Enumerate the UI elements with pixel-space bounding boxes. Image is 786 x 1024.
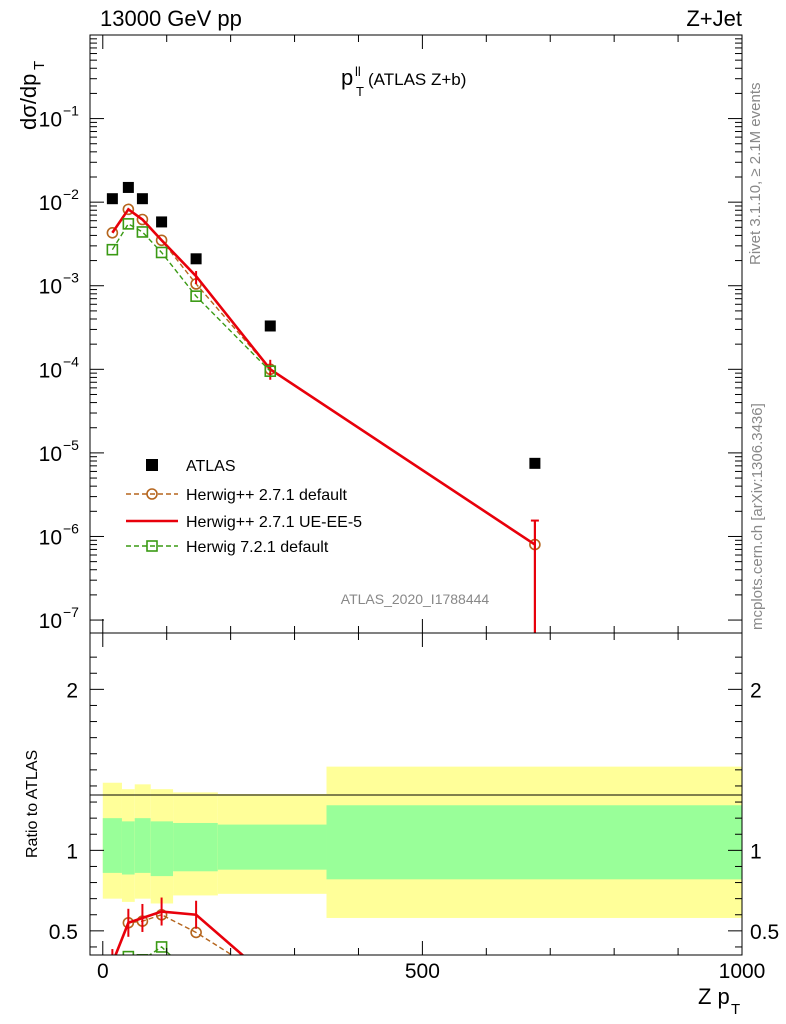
ratio-y-tick-label-right: 0.5 [750,921,779,944]
ratio-y-tick-label: 2 [66,679,78,702]
header-left: 13000 GeV pp [100,6,242,31]
legend-marker-atlas [146,459,158,471]
x-tick-label: 1000 [719,960,766,983]
ratio-point-herwigpp-default [190,926,202,939]
x-tick-label: 500 [405,960,440,983]
y-tick-label-base: 10 [39,109,62,132]
legend-label: Herwig 7.2.1 default [186,539,329,556]
analysis-id: ATLAS_2020_I1788444 [341,591,490,607]
legend: ATLAS Herwig++ 2.7.1 default Herwig++ 2.7.… [126,458,362,556]
ratio-band-inner [102,818,122,873]
ratio-point-herwig7-default [155,941,168,953]
y-tick-label-exp: −6 [63,520,79,536]
ratio-uncertainty-bands [102,766,742,918]
ratio-line-ue-ee-5 [114,910,245,955]
x-axis-label-text: Z p [698,984,730,1009]
ratio-point-herwig7-default [107,974,117,984]
x-axis-label-sub: T [731,1001,740,1018]
data-point-herwigpp-default [136,213,149,226]
legend-label: Herwig++ 2.7.1 UE-EE-5 [186,514,362,531]
y-tick-label-base: 10 [39,192,62,215]
data-point-herwig7-default [155,246,168,259]
y-tick-label-base: 10 [39,276,62,299]
ratio-band-inner [217,824,327,870]
y-axis-label-main: dσ/dp T [16,61,48,130]
header-right: Z+Jet [686,6,742,31]
legend-label: Herwig++ 2.7.1 default [186,487,348,504]
data-point-herwig7-default [190,290,202,302]
ratio-band-inner [134,818,151,873]
ratio-line-herwigpp-default [114,913,234,955]
plot-title-sub: T [356,84,364,99]
ratio-band-inner [121,821,135,875]
y-axis-label-main-sub: T [31,61,48,70]
x-tick-label: 0 [97,960,109,983]
legend-label: ATLAS [186,458,236,475]
y-tick-label-base: 10 [39,610,62,633]
legend-marker-herwigpp-default [146,488,158,500]
legend-marker-herwig7-default [146,540,158,552]
ratio-y-tick-label-right: 1 [750,840,762,863]
data-point-atlas [122,181,134,193]
ratio-band-inner [326,805,742,880]
plot-title-sup: ll [355,64,361,79]
y-tick-label-exp: −1 [63,103,79,119]
mcplots-label: mcplots.cern.ch [arXiv:1306.3436] [749,403,766,630]
ratio-series [107,897,275,984]
data-point-herwig7-default [106,243,119,256]
ratio-frame [89,632,743,956]
data-point-herwig7-default [264,365,277,377]
data-point-herwig7-default [136,226,149,238]
y-tick-label-exp: −7 [63,604,79,620]
x-axis-label: Z p T [698,984,740,1018]
data-point-atlas [529,457,541,469]
ratio-ticks: 0.5 0.5 1 1 2 2 0 500 1000 [49,633,779,983]
plot-title: p ll T (ATLAS Z+b) [341,64,466,99]
ratio-point-herwigpp-default [107,958,117,968]
data-point-atlas [106,193,118,205]
data-point-herwig7-default [122,218,135,230]
y-tick-label-exp: −2 [63,186,79,202]
rivet-label: Rivet 3.1.10, ≥ 2.1M events [747,83,764,266]
ratio-band-inner [150,821,174,877]
data-point-herwigpp-default [106,226,119,239]
ratio-y-tick-label: 1 [66,840,78,863]
data-point-atlas [264,320,276,332]
y-axis-label-ratio: Ratio to ATLAS [24,750,41,858]
y-tick-label-base: 10 [39,359,62,382]
y-tick-label-exp: −5 [63,437,79,453]
ratio-y-tick-label: 0.5 [49,921,78,944]
ratio-point-herwig7-default [122,950,135,955]
y-axis-label-main-text: dσ/dp [16,74,41,130]
plot-title-main: p [341,65,353,90]
ratio-y-tick-label-right: 2 [750,679,762,702]
main-series [106,181,541,633]
ratio-point-herwig7-default [136,954,149,955]
y-tick-label-exp: −4 [63,353,79,369]
ratio-panel: 0.5 0.5 1 1 2 2 0 500 1000 [49,632,779,984]
y-tick-label-base: 10 [39,526,62,549]
ratio-point-herwigpp-default [265,974,275,984]
ratio-point-herwig7-default [191,974,201,984]
ratio-band-inner [173,822,218,872]
y-tick-label-exp: −3 [63,270,79,286]
data-point-atlas [190,253,202,265]
data-point-atlas [156,216,168,228]
y-tick-label-base: 10 [39,443,62,466]
data-point-herwigpp-default [155,234,168,247]
plot-title-rest: (ATLAS Z+b) [368,70,466,89]
main-panel: ATLAS_2020_I1788444 10−110−210−310−410−5… [39,34,743,634]
main-y-ticks: 10−110−210−310−410−510−610−7 [39,35,743,633]
data-point-atlas [136,193,148,205]
data-point-herwigpp-default [122,203,135,216]
